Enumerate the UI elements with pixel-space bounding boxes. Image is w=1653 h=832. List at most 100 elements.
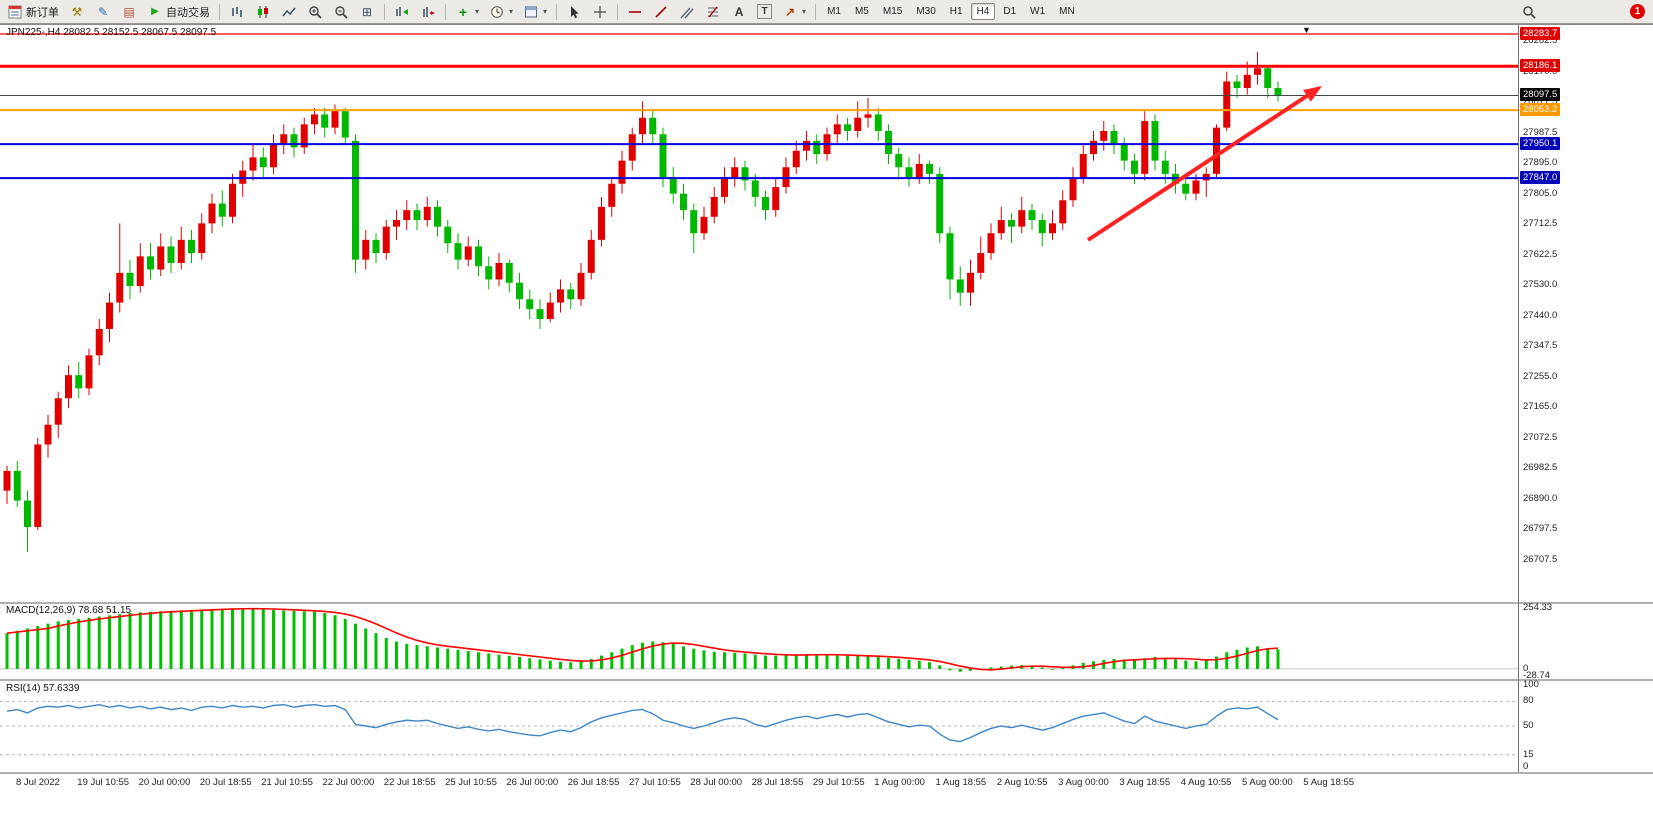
zoom-out-icon (333, 4, 349, 20)
trendline-tool-button[interactable] (648, 1, 674, 23)
price-axis-label: 27165.0 (1523, 401, 1558, 412)
macd-axis-label: -28.74 (1523, 669, 1550, 681)
bar-chart-icon (229, 4, 245, 20)
price-tag-27847.0[interactable]: 27847.0 (1520, 171, 1561, 185)
time-axis-label: 26 Jul 00:00 (506, 777, 559, 788)
time-axis-label: 29 Jul 10:55 (812, 777, 865, 788)
tf-button-D1[interactable]: D1 (1003, 6, 1017, 17)
line-chart-icon (281, 4, 297, 20)
tf-button-M15[interactable]: M15 (882, 6, 903, 17)
rsi-axis-label: 50 (1523, 720, 1534, 731)
price-tag-28097.5[interactable]: 28097.5 (1520, 88, 1561, 102)
candles (3, 51, 1282, 552)
profile-button[interactable]: ▤ (116, 1, 142, 23)
chevron-down-icon: ▾ (802, 7, 807, 16)
tf-button-M30[interactable]: M30 (916, 6, 936, 17)
macd-signal-line (6, 607, 1279, 671)
time-axis-label: 8 Jul 2022 (16, 777, 60, 788)
price-axis-label: 27530.0 (1523, 279, 1558, 290)
price-axis-label: 27072.5 (1523, 431, 1558, 443)
candlestick-chart-button[interactable] (250, 1, 276, 23)
channel-tool-button[interactable] (674, 1, 700, 23)
panel-separator-rsi[interactable] (0, 679, 1653, 681)
symbol-info: JPN225-,H4 28082.5 28152.5 28067.5 28097… (6, 27, 217, 38)
price-tag-28186.1[interactable]: 28186.1 (1520, 59, 1561, 73)
price-axis-label: 26890.0 (1523, 492, 1558, 504)
hammer-button[interactable]: ⚒ (64, 1, 90, 23)
cursor-button[interactable] (561, 1, 587, 23)
chevron-down-icon: ▾ (509, 7, 514, 16)
notification-badge[interactable]: 1 (1630, 4, 1645, 19)
auto-trading-button[interactable]: ▶ 自动交易 (142, 1, 215, 23)
cursor-icon (566, 4, 582, 20)
new-order-button[interactable]: 新订单 (2, 1, 64, 23)
arrows-tool-button[interactable]: ↗ ▾ (777, 1, 811, 23)
price-axis-label: 27712.5 (1523, 218, 1558, 229)
search-button[interactable] (1516, 1, 1542, 23)
chart-menu-arrow[interactable]: ▼ (1302, 25, 1311, 35)
editor-icon: ✎ (97, 4, 109, 19)
line-chart-button[interactable] (276, 1, 302, 23)
new-order-label: 新订单 (26, 6, 59, 19)
trend-arrow[interactable] (1086, 86, 1322, 242)
label-tool-button[interactable]: T (752, 1, 777, 23)
chart-plot-area[interactable] (0, 0, 1518, 795)
price-tag-27950.1[interactable]: 27950.1 (1520, 137, 1561, 151)
price-axis-label: 28262.5 (1523, 35, 1558, 46)
chart-shift-icon (420, 4, 436, 20)
macd-axis-label: 254.33 (1523, 602, 1553, 614)
tile-windows-icon: ⊞ (361, 4, 373, 19)
tf-button-W1[interactable]: W1 (1030, 6, 1046, 17)
tf-button-H4[interactable]: H4 (970, 3, 996, 20)
zoom-in-button[interactable] (302, 1, 328, 23)
tf-button-M5[interactable]: M5 (854, 6, 869, 17)
price-axis-label: 27805.0 (1523, 187, 1558, 199)
bar-chart-button[interactable] (224, 1, 250, 23)
tf-button-MN[interactable]: MN (1059, 6, 1075, 17)
auto-scroll-icon (394, 4, 410, 20)
auto-scroll-button[interactable] (389, 1, 415, 23)
tf-button-M1[interactable]: M1 (827, 6, 841, 17)
hline-tool-button[interactable] (622, 1, 648, 23)
time-axis-label: 1 Aug 00:00 (874, 777, 925, 788)
price-axis-label: 28077.5 (1523, 96, 1558, 107)
time-axis-label: 22 Jul 18:55 (383, 777, 436, 788)
price-tag-28283.7[interactable]: 28283.7 (1520, 27, 1561, 40)
arrows-icon: ↗ (785, 4, 796, 19)
text-tool-button[interactable]: A (726, 1, 752, 23)
add-indicator-icon: + (458, 3, 468, 20)
fibonacci-tool-button[interactable] (700, 1, 726, 23)
time-axis-label: 22 Jul 00:00 (322, 777, 375, 788)
metaeditor-button[interactable]: ✎ (90, 1, 116, 23)
toolbar-separator (219, 3, 220, 20)
chart-shift-button[interactable] (415, 1, 441, 23)
text-label-icon: T (757, 4, 773, 19)
tf-button-H1[interactable]: H1 (949, 6, 963, 17)
zoom-in-icon (307, 4, 323, 20)
periods-button[interactable]: ▾ (484, 1, 518, 23)
chevron-down-icon: ▾ (543, 7, 548, 16)
templates-button[interactable]: ▾ (518, 1, 552, 23)
time-axis-label: 21 Jul 10:55 (261, 777, 313, 788)
rsi-panel (0, 700, 1518, 756)
panel-separator-macd[interactable] (0, 602, 1653, 604)
price-tag-28053.2[interactable]: 28053.2 (1520, 103, 1561, 117)
macd-axis-label: 0 (1523, 662, 1529, 674)
time-axis-label: 26 Jul 18:55 (567, 777, 620, 788)
horizontal-lines[interactable] (0, 33, 1518, 180)
time-axis-label: 5 Aug 00:00 (1242, 777, 1293, 788)
channel-icon (679, 4, 695, 20)
clock-icon (489, 4, 505, 20)
crosshair-button[interactable] (587, 1, 613, 23)
indicators-button[interactable]: + ▾ (450, 1, 484, 23)
chevron-down-icon: ▾ (475, 7, 480, 16)
hammer-icon: ⚒ (71, 4, 83, 19)
rsi-label: RSI(14) 57.6339 (6, 683, 80, 694)
time-axis-label: 27 Jul 10:55 (629, 777, 681, 788)
macd-panel (0, 607, 1518, 672)
zoom-out-button[interactable] (328, 1, 354, 23)
tile-windows-button[interactable]: ⊞ (354, 1, 380, 23)
time-axis-label: 1 Aug 18:55 (935, 777, 987, 788)
price-axis-label: 27895.0 (1523, 157, 1558, 168)
